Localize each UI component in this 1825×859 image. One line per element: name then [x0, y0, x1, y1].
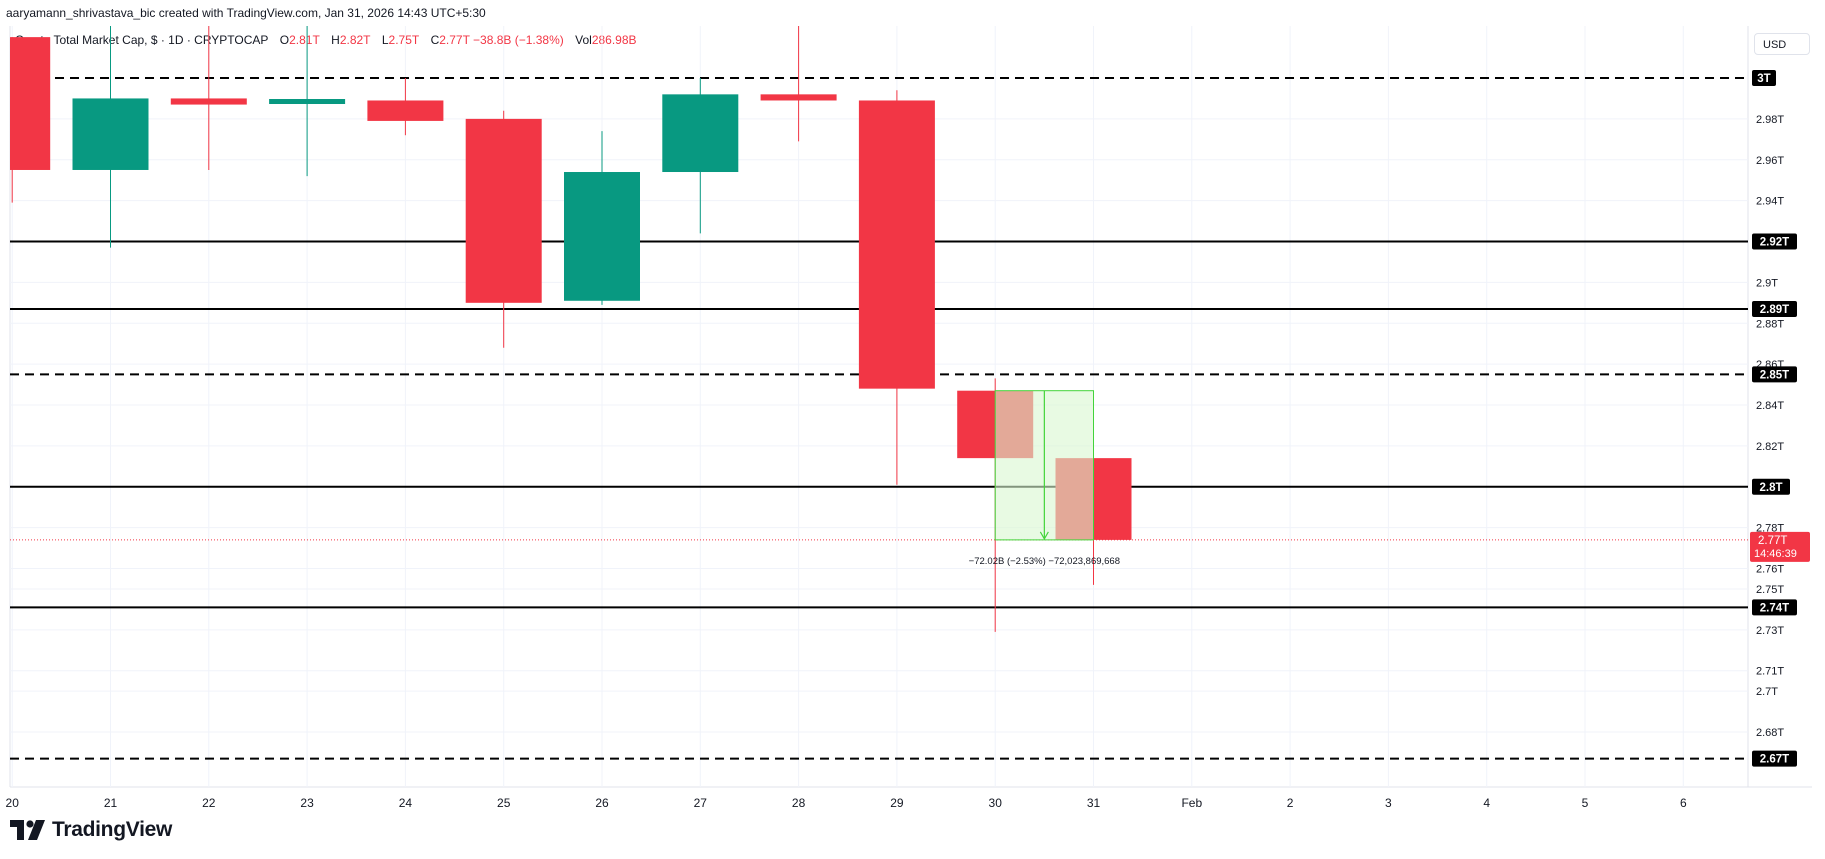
x-tick-label: 5 [1582, 796, 1589, 810]
x-tick-label: 23 [300, 796, 314, 810]
x-tick-label: 20 [6, 796, 20, 810]
candle-body [269, 99, 346, 105]
level-badge [1752, 70, 1776, 86]
countdown-label: 14:46:39 [1754, 548, 1797, 560]
y-tick-label: 2.68T [1756, 727, 1784, 739]
measure-label: −72.02B (−2.53%) −72,023,869,668 [969, 556, 1120, 567]
x-tick-label: 21 [104, 796, 118, 810]
candle-body [367, 100, 444, 121]
y-tick-label: 2.9T [1756, 277, 1778, 289]
high-label: H [331, 33, 340, 47]
candle-body [170, 98, 247, 105]
close-label: C [430, 33, 440, 47]
level-badge-label: 2.92T [1760, 237, 1789, 249]
level-badge-label: 2.74T [1760, 602, 1789, 614]
x-tick-label: 29 [890, 796, 904, 810]
candle-body [564, 172, 640, 301]
x-tick-label: 31 [1087, 796, 1101, 810]
last-price-badge [1750, 531, 1810, 562]
x-tick-label: 25 [497, 796, 511, 810]
x-tick-label: 3 [1385, 796, 1392, 810]
y-tick-label: 2.7T [1756, 686, 1778, 698]
y-tick-label: 2.94T [1756, 196, 1784, 208]
level-badge [1752, 300, 1797, 317]
y-tick-label: 2.96T [1756, 155, 1784, 167]
volume-value: 286.98B [591, 33, 637, 47]
y-tick-label: 2.88T [1756, 318, 1784, 330]
x-tick-label: 22 [202, 796, 216, 810]
open-label: O [279, 33, 290, 47]
x-tick-label: 27 [694, 796, 708, 810]
chart-attribution: aaryamann_shrivastava_bic created with T… [6, 6, 486, 20]
symbol-title[interactable]: Crypto Total Market Cap, $ · 1D · CRYPTO… [15, 33, 269, 47]
tradingview-logo[interactable]: TradingView [10, 818, 172, 842]
level-badge-label: 2.89T [1760, 304, 1789, 316]
low-label: L [381, 33, 389, 47]
symbol-legend: Crypto Total Market Cap, $ · 1D · CRYPTO… [15, 33, 637, 47]
level-badge [1752, 233, 1797, 250]
x-tick-label: 6 [1680, 796, 1687, 810]
x-tick-label: 4 [1483, 796, 1490, 810]
x-tick-label: 30 [989, 796, 1003, 810]
level-badge [1752, 599, 1797, 616]
level-badge-label: 3T [1757, 73, 1770, 85]
x-tick-label: 2 [1287, 796, 1294, 810]
x-tick-label: 28 [792, 796, 806, 810]
y-tick-label: 2.75T [1756, 584, 1784, 596]
level-badge [1752, 478, 1790, 495]
level-badge [1752, 366, 1797, 383]
y-tick-label: 2.82T [1756, 441, 1784, 453]
y-tick-label: 2.98T [1756, 114, 1784, 126]
x-tick-label: 26 [595, 796, 609, 810]
level-badge-label: 2.67T [1760, 754, 1789, 766]
y-tick-label: 2.76T [1756, 564, 1784, 576]
y-tick-label: 2.71T [1756, 666, 1784, 678]
close-value: 2.77T [439, 33, 470, 47]
candle-body [465, 118, 542, 303]
measure-arrow-head [1039, 531, 1049, 541]
candle-body [10, 37, 51, 170]
y-tick-label: 2.84T [1756, 400, 1784, 412]
tradingview-logo-icon [10, 820, 45, 840]
level-badge-label: 2.8T [1759, 482, 1782, 494]
change-value: −38.8B (−1.38%) [473, 33, 564, 47]
tradingview-logo-text: TradingView [52, 818, 173, 841]
x-tick-label: 24 [399, 796, 413, 810]
low-value: 2.75T [388, 33, 420, 47]
high-value: 2.82T [339, 33, 371, 47]
volume-label: Vol [575, 33, 592, 47]
last-price-label: 2.77T [1758, 535, 1787, 547]
candle-body [72, 98, 149, 170]
y-tick-label: 2.73T [1756, 625, 1784, 637]
candle-body [760, 94, 837, 101]
y-tick-label: 2.78T [1756, 523, 1784, 535]
x-tick-label: Feb [1181, 796, 1202, 810]
currency-button[interactable]: USD [1754, 33, 1810, 55]
level-badge-label: 2.85T [1760, 369, 1789, 381]
candle-body [662, 94, 739, 173]
level-badge [1752, 750, 1797, 767]
open-value: 2.81T [289, 33, 320, 47]
candle-body [858, 100, 935, 389]
